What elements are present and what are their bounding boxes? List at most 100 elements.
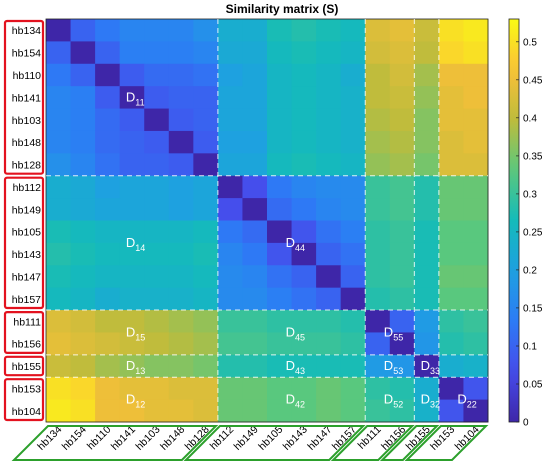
- heatmap-cell: [316, 153, 342, 177]
- heatmap-cell: [242, 130, 268, 154]
- heatmap-cell: [438, 41, 464, 65]
- heatmap-cell: [193, 108, 219, 132]
- heatmap-cell: [119, 108, 145, 132]
- heatmap-cell: [119, 198, 145, 221]
- heatmap-cell: [267, 153, 293, 177]
- heatmap-cell: [242, 399, 268, 423]
- heatmap-cell: [217, 153, 243, 177]
- heatmap-cell: [414, 108, 440, 132]
- heatmap-cell: [414, 41, 440, 65]
- block-label: D52: [384, 392, 403, 410]
- heatmap-cell: [389, 287, 415, 311]
- heatmap-cell: [168, 19, 194, 42]
- heatmap-cell: [70, 130, 96, 154]
- heatmap-cell: [46, 108, 72, 132]
- row-label: hb154: [12, 48, 41, 60]
- heatmap-cell: [46, 198, 72, 221]
- heatmap-cell: [316, 287, 342, 311]
- heatmap-cell: [217, 108, 243, 132]
- heatmap-cell: [438, 153, 464, 177]
- heatmap-cell: [414, 332, 440, 356]
- heatmap-cell: [365, 220, 391, 244]
- heatmap-cell: [267, 265, 293, 289]
- heatmap-cell: [217, 130, 243, 154]
- heatmap-cell: [316, 220, 342, 244]
- heatmap-cell: [242, 242, 268, 266]
- heatmap-cell: [365, 399, 391, 423]
- heatmap-cell: [95, 108, 121, 132]
- colorbar-tick-label: 0.3: [523, 189, 537, 200]
- heatmap-cell: [316, 242, 342, 266]
- heatmap-cell: [70, 354, 96, 378]
- heatmap-cell: [414, 175, 440, 199]
- heatmap-cell: [438, 86, 464, 110]
- heatmap-cell: [217, 399, 243, 423]
- plot-frame: [45, 18, 489, 423]
- block-label: D22: [457, 392, 476, 410]
- heatmap-cell: [217, 19, 243, 42]
- heatmap-cell: [291, 86, 317, 110]
- heatmap-cell: [70, 63, 96, 87]
- heatmap-cell: [340, 310, 366, 333]
- heatmap-cell: [291, 377, 317, 401]
- heatmap-cell: [242, 354, 268, 378]
- heatmap-cell: [291, 198, 317, 221]
- heatmap-cell: [217, 175, 243, 199]
- heatmap-cell: [193, 265, 219, 289]
- heatmap-cell: [144, 332, 170, 356]
- heatmap-cell: [193, 220, 219, 244]
- heatmap-cell: [438, 310, 464, 333]
- heatmap-cell: [414, 153, 440, 177]
- heatmap-cell: [414, 354, 440, 378]
- heatmap-cell: [438, 377, 464, 401]
- heatmap-cell: [291, 354, 317, 378]
- heatmap-cell: [119, 153, 145, 177]
- heatmap-cell: [70, 41, 96, 65]
- column-label: hb143: [281, 424, 310, 453]
- heatmap-cell: [365, 153, 391, 177]
- heatmap-cell: [316, 310, 342, 333]
- heatmap-cell: [316, 354, 342, 378]
- heatmap-cell: [70, 287, 96, 311]
- heatmap-cell: [119, 242, 145, 266]
- block-label: D12: [126, 392, 145, 410]
- heatmap-cell: [389, 198, 415, 221]
- heatmap-cell: [46, 310, 72, 333]
- heatmap-cell: [463, 377, 489, 401]
- heatmap-cell: [46, 242, 72, 266]
- heatmap-cell: [144, 19, 170, 42]
- heatmap-cell: [193, 377, 219, 401]
- colorbar-tick-label: 0.2: [523, 265, 537, 276]
- column-group-box: [404, 425, 489, 461]
- heatmap-cell: [95, 310, 121, 333]
- column-label: hb103: [133, 424, 162, 453]
- heatmap-cell: [316, 41, 342, 65]
- colorbar-tick-label: 0.15: [523, 303, 543, 314]
- heatmap-cell: [463, 242, 489, 266]
- heatmap-cell: [414, 242, 440, 266]
- heatmap-cell: [291, 242, 317, 266]
- heatmap-cell: [144, 86, 170, 110]
- heatmap-cell: [119, 332, 145, 356]
- heatmap-cell: [95, 41, 121, 65]
- row-label: hb104: [12, 406, 41, 418]
- block-label: D32: [421, 392, 440, 410]
- heatmap-cell: [119, 265, 145, 289]
- heatmap-cell: [217, 198, 243, 221]
- heatmap-cell: [242, 220, 268, 244]
- heatmap-cell: [95, 377, 121, 401]
- heatmap-cell: [463, 41, 489, 65]
- heatmap-cell: [193, 41, 219, 65]
- heatmap-cell: [119, 220, 145, 244]
- heatmap-cell: [193, 354, 219, 378]
- heatmap-cell: [414, 265, 440, 289]
- heatmap-cell: [119, 63, 145, 87]
- heatmap-cell: [95, 198, 121, 221]
- heatmap-cell: [316, 108, 342, 132]
- heatmap-cell: [144, 220, 170, 244]
- heatmap-cell: [389, 86, 415, 110]
- heatmap-cell: [168, 153, 194, 177]
- heatmap-cell: [463, 265, 489, 289]
- column-label: hb153: [428, 424, 457, 453]
